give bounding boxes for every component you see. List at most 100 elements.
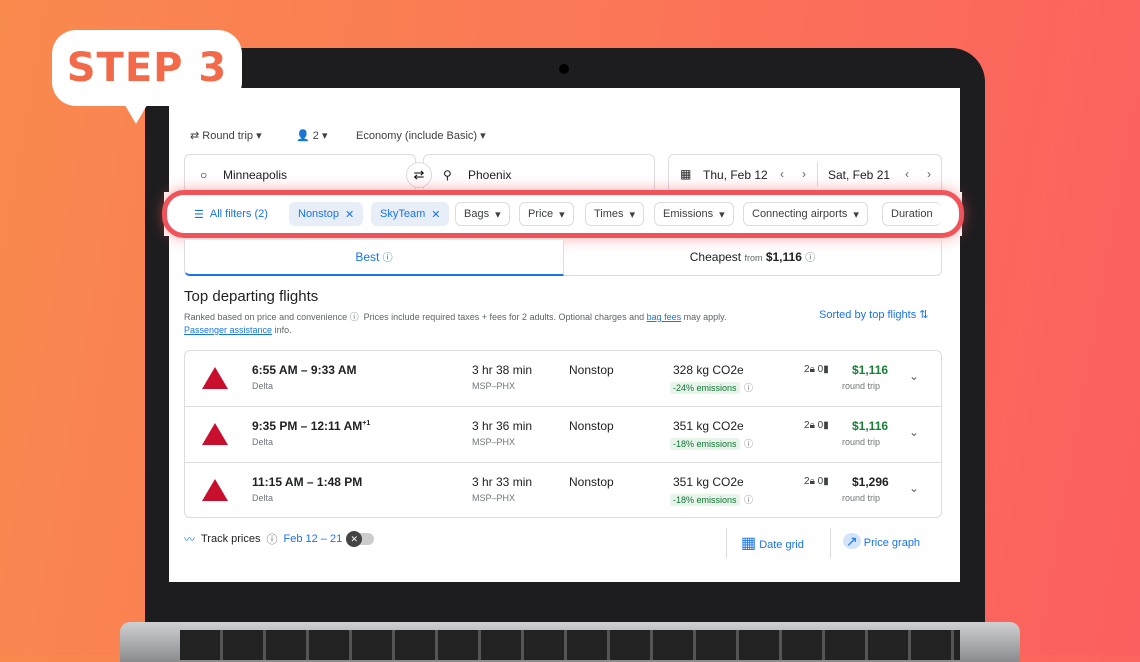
flight-times: 6:55 AM – 9:33 AM: [252, 363, 357, 377]
nonstop-chip[interactable]: Nonstop ✕: [289, 202, 364, 226]
airline: Delta: [252, 437, 274, 447]
tab-best[interactable]: Best ⓘ: [184, 240, 564, 276]
origin-field[interactable]: [184, 154, 416, 194]
route: MSP–PHX: [472, 437, 516, 447]
duration-dropdown[interactable]: Duration: [882, 202, 941, 226]
price-type: round trip: [842, 493, 881, 503]
connecting-airports-dropdown[interactable]: Connecting airports ▾: [743, 202, 868, 226]
close-icon[interactable]: ✕: [344, 208, 355, 221]
sort-button[interactable]: Sorted by top flights ⇅: [819, 308, 929, 321]
track-toggle[interactable]: ✕: [346, 531, 375, 547]
cheapest-price: $1,116: [765, 250, 802, 264]
emissions-badge: -24% emissions: [670, 382, 740, 394]
caret-icon: ▾: [719, 208, 725, 221]
date-divider: [817, 162, 818, 186]
price-graph-label: Price graph: [863, 537, 921, 549]
flight-row[interactable]: 6:55 AM – 9:33 AM Delta 3 hr 38 min MSP–…: [184, 351, 942, 407]
destination-field[interactable]: [423, 154, 655, 194]
trend-icon: 〰: [184, 534, 195, 546]
depart-prev-icon[interactable]: ‹: [780, 167, 784, 181]
may-apply-text: may apply.: [683, 312, 727, 322]
chevron-down-icon[interactable]: ⌄: [909, 481, 920, 495]
divider: [830, 528, 831, 558]
passengers-count: 2: [312, 130, 319, 142]
dropdown-label: Times: [594, 208, 624, 220]
info-icon[interactable]: ⓘ: [743, 495, 753, 505]
emissions-badge: -18% emissions: [670, 494, 740, 506]
price-type: round trip: [842, 437, 881, 447]
tab-cheapest[interactable]: Cheapest from $1,116 ⓘ: [564, 240, 942, 276]
skyteam-chip[interactable]: SkyTeam ✕: [371, 202, 450, 226]
info-icon[interactable]: ⓘ: [349, 312, 359, 322]
caret-icon: ▾: [853, 208, 859, 221]
dropdown-label: Price: [528, 208, 554, 220]
times-dropdown[interactable]: Times ▾: [585, 202, 645, 226]
duration: 3 hr 36 min: [472, 419, 533, 433]
info-text: info.: [274, 325, 292, 335]
price-graph-button[interactable]: ↗ Price graph: [843, 533, 920, 550]
track-prices: 〰 Track prices ⓘ Feb 12 – 21 ✕: [184, 531, 375, 547]
chip-label: Nonstop: [298, 208, 339, 220]
trip-type-select[interactable]: ⇄ Round trip ▾: [190, 130, 262, 142]
all-filters-button[interactable]: ☰ All filters (2): [186, 202, 276, 226]
bag-counts: 2🔒︎ 0▮: [804, 476, 829, 487]
dropdown-label: Connecting airports: [752, 208, 848, 220]
toggle-off-icon: ✕: [346, 531, 363, 547]
close-icon[interactable]: ✕: [431, 208, 441, 221]
airline: Delta: [252, 493, 274, 503]
date-grid-button[interactable]: ▦ Date grid: [741, 533, 804, 553]
depart-date[interactable]: Thu, Feb 12: [703, 168, 768, 182]
depart-next-icon[interactable]: ›: [802, 167, 806, 181]
return-prev-icon[interactable]: ‹: [905, 167, 909, 181]
co2: 351 kg CO2e: [673, 419, 744, 433]
origin-value: Minneapolis: [223, 168, 288, 182]
info-icon[interactable]: ⓘ: [743, 439, 753, 449]
price: $1,116: [852, 419, 889, 433]
bag-counts: 2🔒︎ 0▮: [804, 420, 829, 431]
carry-on-icon: 🔒︎: [809, 476, 815, 487]
ranked-note: Ranked based on price and convenience: [184, 312, 348, 322]
location-pin-icon: ⚲: [443, 168, 452, 182]
dropdown-label: Bags: [464, 208, 490, 220]
route: MSP–PHX: [472, 381, 516, 391]
track-dates: Feb 12 – 21: [283, 533, 343, 545]
tab-best-label: Best: [355, 250, 380, 264]
passengers-select[interactable]: 👤 2 ▾: [296, 130, 328, 142]
sort-icon: ⇅: [919, 309, 929, 321]
duration: 3 hr 33 min: [472, 475, 533, 489]
checked-bag-icon: ▮: [823, 420, 829, 431]
dropdown-label: Emissions: [663, 208, 714, 220]
price-dropdown[interactable]: Price ▾: [519, 202, 574, 226]
passenger-assistance-link[interactable]: Passenger assistance: [184, 325, 273, 335]
checked-bag-icon: ▮: [823, 476, 829, 487]
chevron-down-icon[interactable]: ⌄: [909, 425, 920, 439]
date-grid-icon: ▦: [741, 535, 757, 552]
prices-note: Prices include required taxes + fees for…: [363, 312, 645, 322]
emissions-dropdown[interactable]: Emissions ▾: [654, 202, 734, 226]
person-icon: 👤: [296, 130, 310, 142]
swap-icon[interactable]: ⇄: [406, 162, 432, 188]
chip-label: SkyTeam: [380, 208, 426, 220]
dropdown-label: Duration: [891, 208, 933, 220]
return-date[interactable]: Sat, Feb 21: [828, 168, 891, 182]
bags-dropdown[interactable]: Bags ▾: [455, 202, 510, 226]
info-icon: ⓘ: [382, 253, 393, 264]
divider: [726, 528, 727, 558]
delta-logo: [202, 479, 228, 501]
bag-fees-link[interactable]: bag fees: [646, 312, 682, 322]
flight-row[interactable]: 9:35 PM – 12:11 AM+1 Delta 3 hr 36 min M…: [184, 407, 942, 463]
return-next-icon[interactable]: ›: [927, 167, 931, 181]
info-icon[interactable]: ⓘ: [743, 383, 753, 393]
duration: 3 hr 38 min: [472, 363, 533, 377]
flight-row[interactable]: 11:15 AM – 1:48 PM Delta 3 hr 33 min MSP…: [184, 463, 942, 519]
price-type: round trip: [842, 381, 881, 391]
carry-on-icon: 🔒︎: [809, 364, 815, 375]
chevron-down-icon[interactable]: ⌄: [909, 369, 920, 383]
delta-logo: [202, 367, 228, 389]
info-icon[interactable]: ⓘ: [266, 534, 278, 546]
all-filters-label: All filters (2): [209, 208, 268, 220]
emissions-badge: -18% emissions: [670, 438, 740, 450]
section-title: Top departing flights: [184, 288, 319, 305]
price: $1,116: [852, 363, 889, 377]
cabin-select[interactable]: Economy (include Basic) ▾: [356, 130, 486, 142]
